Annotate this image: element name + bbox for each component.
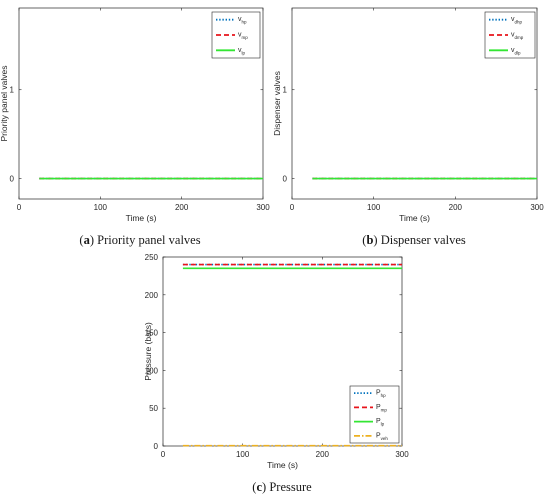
chart-panel-1: 0 100 200 300 0 1 Time (s) Priority panel valve… <box>0 7 270 247</box>
panel-caption: (c) Pressure <box>252 480 312 494</box>
legend-entry-label: vlp <box>238 47 245 56</box>
legend-entry-label: Plp <box>376 418 385 427</box>
y-tick-label: 1 <box>10 86 15 95</box>
y-tick-label: 0 <box>154 442 159 451</box>
x-axis-label: Time (s) <box>267 460 298 470</box>
y-tick-label: 0 <box>283 175 288 184</box>
x-tick-label: 100 <box>94 203 108 212</box>
y-axis-label: Priority panel valves <box>0 65 9 141</box>
y-tick-label: 150 <box>145 329 159 338</box>
x-tick-label: 200 <box>449 203 463 212</box>
legend-entry-label: vmp <box>238 32 248 41</box>
y-tick-label: 1 <box>283 86 288 95</box>
x-axis-label: Time (s) <box>126 213 157 223</box>
x-tick-label: 100 <box>367 203 381 212</box>
legend-entry-label: vdhp <box>511 16 523 25</box>
x-tick-label: 200 <box>316 450 330 459</box>
legend-entry-label: vdmp <box>511 32 524 41</box>
x-tick-label: 200 <box>175 203 189 212</box>
x-tick-label: 0 <box>17 203 22 212</box>
y-tick-label: 100 <box>145 366 159 375</box>
x-axis-label: Time (s) <box>399 213 430 223</box>
x-tick-label: 0 <box>290 203 295 212</box>
y-tick-label: 200 <box>145 291 159 300</box>
legend: vhp vmp vlp <box>211 11 261 59</box>
y-tick-label: 50 <box>149 404 158 413</box>
x-tick-label: 300 <box>530 203 544 212</box>
panel-caption: (b) Dispenser valves <box>362 233 466 247</box>
legend-entry-label: Pmp <box>376 404 387 413</box>
y-tick-label: 0 <box>10 175 15 184</box>
x-tick-label: 300 <box>395 450 409 459</box>
legend-entry-label: vdlp <box>511 47 521 56</box>
y-axis-label: Dispenser valves <box>272 71 282 136</box>
legend: vdhp vdmp vdlp <box>484 11 536 59</box>
legend-entry-label: vhp <box>238 16 247 25</box>
legend-entry-label: Pveh <box>376 432 388 441</box>
x-tick-label: 300 <box>256 203 270 212</box>
chart-panel-3: 0 100 200 300 0 50 100 150 200 250 Time (s) Pressur… <box>143 253 409 494</box>
x-tick-label: 100 <box>236 450 250 459</box>
x-tick-label: 0 <box>161 450 166 459</box>
y-tick-label: 250 <box>145 253 159 262</box>
y-axis-label: Pressure (bars) <box>143 322 153 381</box>
chart-panel-2: 0 100 200 300 0 1 Time (s) Dispenser valves vdhp… <box>272 7 544 247</box>
panel-caption: (a) Priority panel valves <box>79 233 200 247</box>
legend-entry-label: Php <box>376 390 386 399</box>
legend-box <box>349 385 400 444</box>
legend: Php Pmp Plp Pveh <box>349 385 400 444</box>
